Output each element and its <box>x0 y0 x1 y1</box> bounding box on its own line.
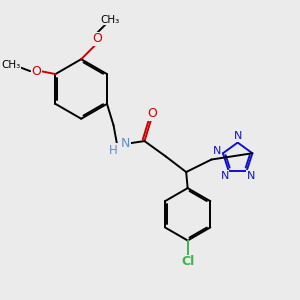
Text: O: O <box>92 32 102 46</box>
Text: N: N <box>121 137 130 150</box>
Text: O: O <box>148 107 158 120</box>
Text: CH₃: CH₃ <box>1 60 20 70</box>
Text: O: O <box>31 64 41 78</box>
Text: N: N <box>220 171 229 181</box>
Text: H: H <box>109 143 118 157</box>
Text: N: N <box>233 131 242 141</box>
Text: CH₃: CH₃ <box>101 15 120 25</box>
Text: N: N <box>246 171 255 181</box>
Text: N: N <box>213 146 221 156</box>
Text: Cl: Cl <box>181 255 194 268</box>
